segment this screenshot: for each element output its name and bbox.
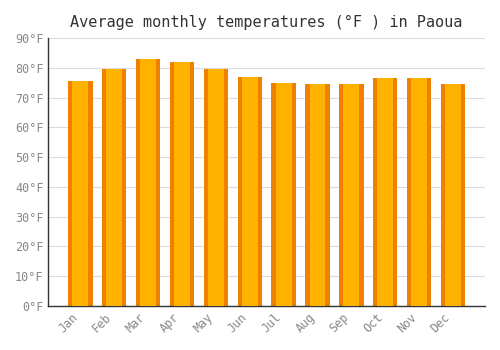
Bar xyxy=(72,81,88,306)
Bar xyxy=(407,78,432,306)
Bar xyxy=(204,69,228,306)
Bar xyxy=(102,69,126,306)
Bar xyxy=(106,69,122,306)
Bar xyxy=(170,62,194,306)
Bar xyxy=(378,78,393,306)
Bar xyxy=(242,77,258,306)
Title: Average monthly temperatures (°F ) in Paoua: Average monthly temperatures (°F ) in Pa… xyxy=(70,15,463,30)
Bar xyxy=(344,84,359,306)
Bar xyxy=(373,78,398,306)
Bar xyxy=(272,83,296,306)
Bar xyxy=(238,77,262,306)
Bar xyxy=(306,84,330,306)
Bar xyxy=(68,81,92,306)
Bar xyxy=(208,69,224,306)
Bar xyxy=(276,83,291,306)
Bar xyxy=(445,84,461,306)
Bar xyxy=(174,62,190,306)
Bar xyxy=(441,84,465,306)
Bar xyxy=(140,59,156,306)
Bar xyxy=(136,59,160,306)
Bar xyxy=(411,78,427,306)
Bar xyxy=(310,84,326,306)
Bar xyxy=(339,84,363,306)
